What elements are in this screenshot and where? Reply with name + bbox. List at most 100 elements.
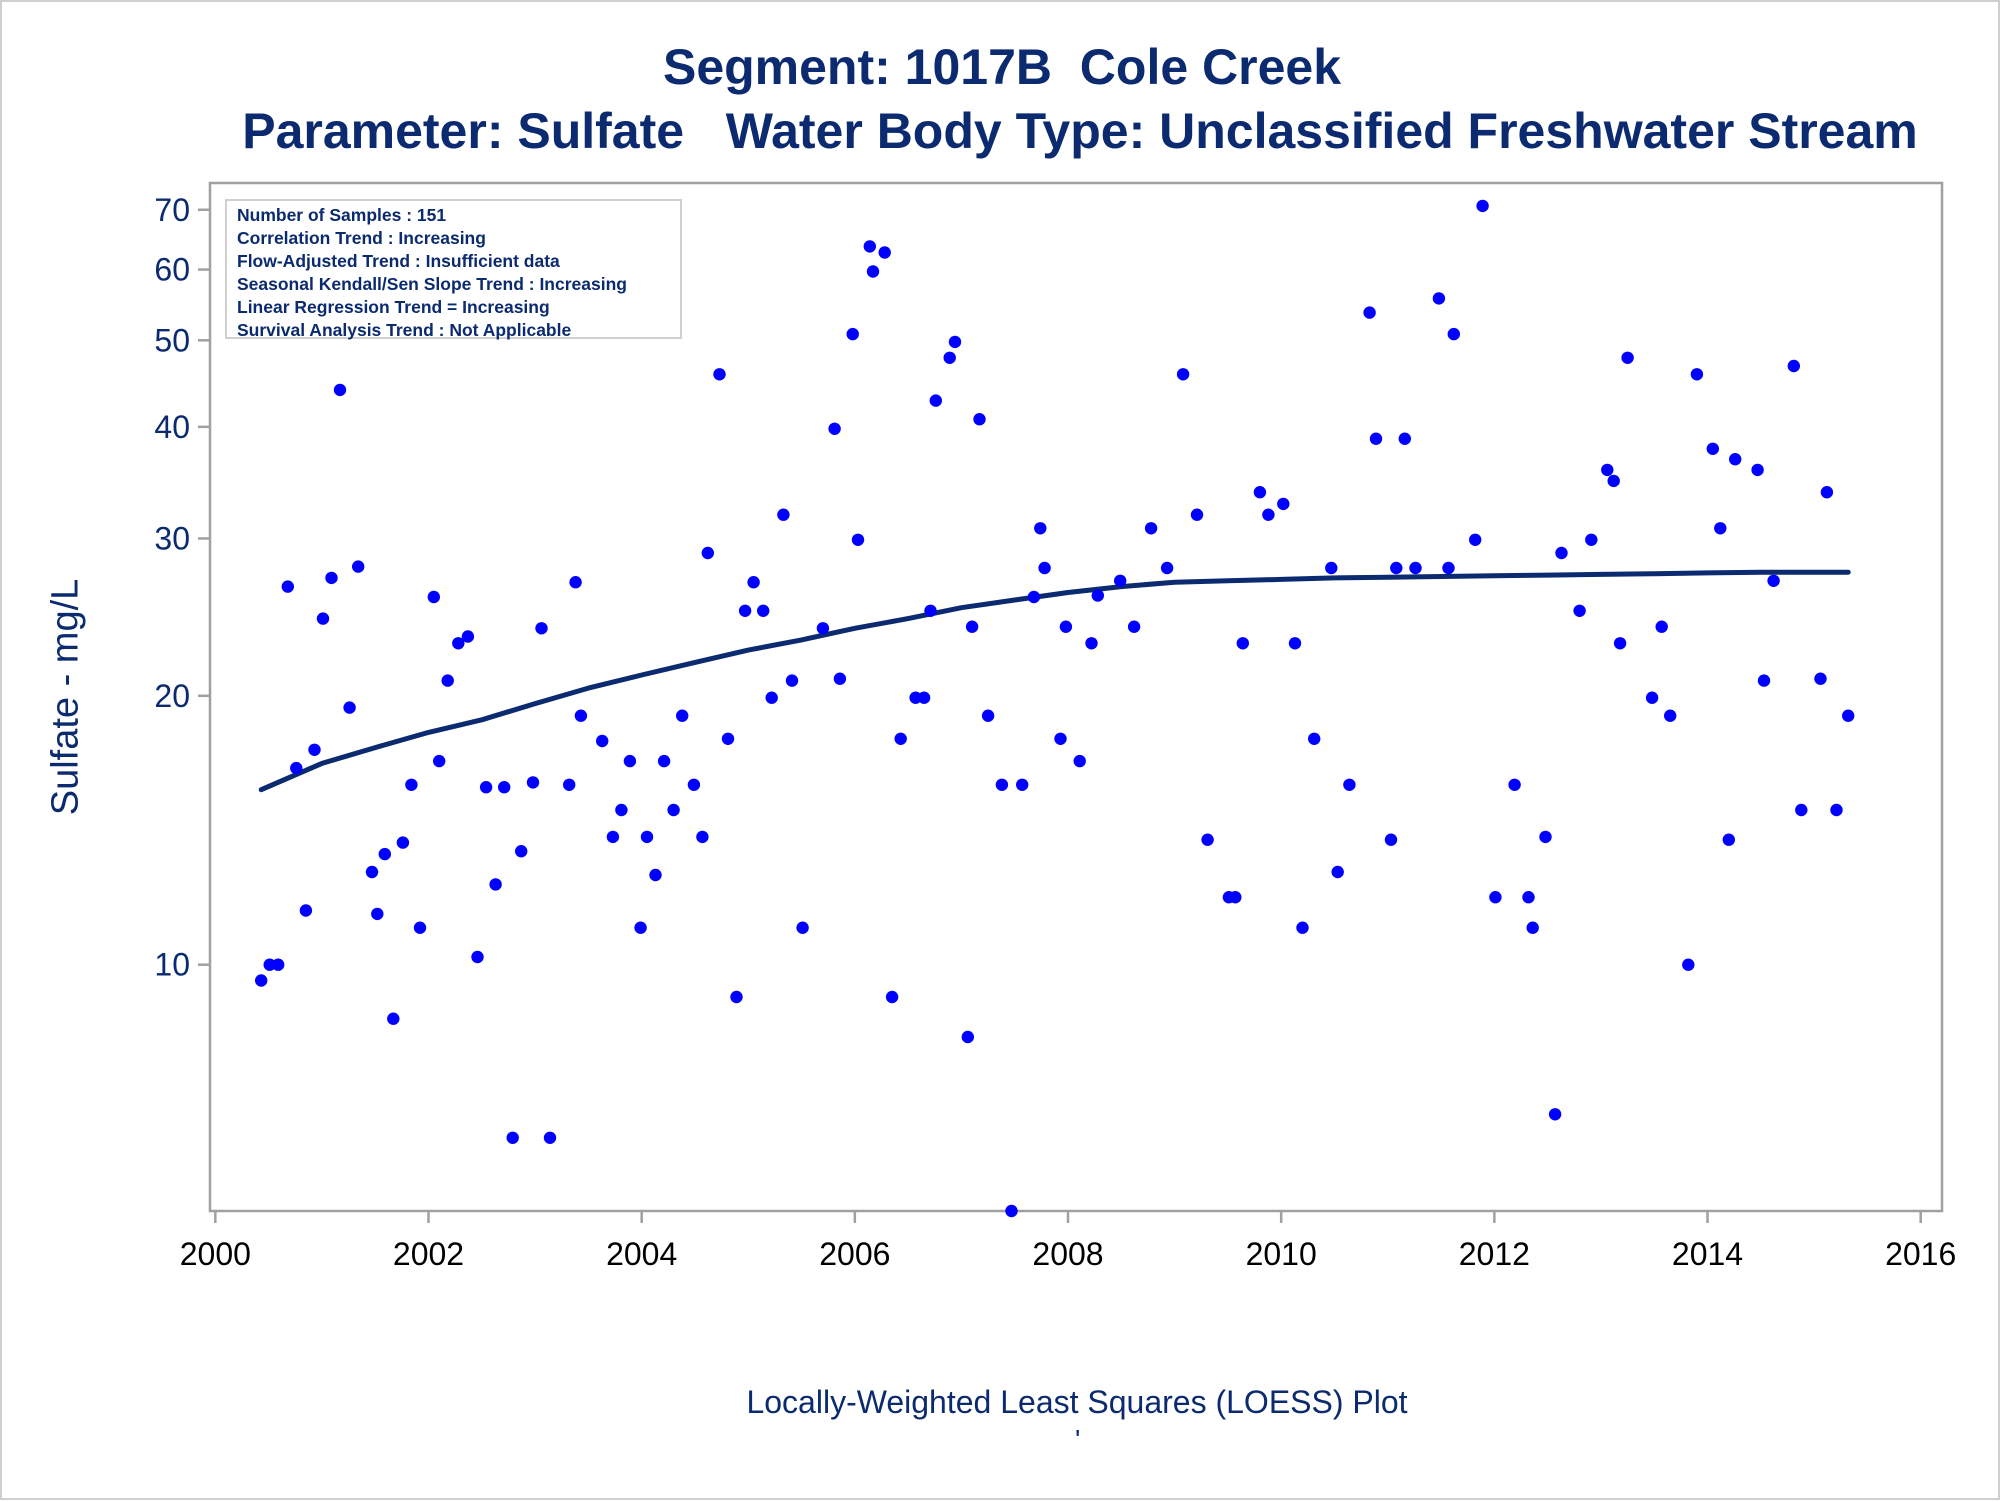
sample-point: [713, 368, 726, 381]
sample-point: [1469, 533, 1482, 546]
sample-point: [1325, 561, 1338, 575]
sample-point: [1059, 620, 1073, 633]
sample-point: [1236, 637, 1250, 650]
sample-point: [866, 265, 880, 278]
x-tick-label: 2008: [1032, 1236, 1103, 1272]
sample-point: [640, 830, 654, 844]
sample-point: [1767, 574, 1780, 587]
sample-point: [1757, 674, 1771, 687]
sample-point: [657, 754, 671, 768]
sample-point: [1390, 561, 1403, 575]
sample-point: [1729, 453, 1742, 466]
sample-point: [1655, 620, 1668, 633]
sample-point: [1573, 604, 1586, 617]
sample-point: [325, 571, 338, 585]
sample-point: [1409, 561, 1422, 575]
sample-point: [846, 327, 859, 341]
trend-statistics-box: Number of Samples : 151 Correlation Tren…: [225, 199, 682, 340]
sample-point: [498, 781, 511, 794]
sample-point: [1787, 359, 1801, 373]
sample-point: [929, 394, 942, 407]
sample-point: [634, 921, 647, 934]
sample-point: [299, 904, 313, 917]
sample-point: [371, 907, 384, 921]
x-tick-label: 2014: [1672, 1236, 1743, 1272]
sample-point: [574, 709, 588, 722]
sample-point: [696, 830, 709, 844]
sample-point: [290, 761, 303, 775]
sample-point: [1127, 620, 1141, 633]
sample-point: [1091, 589, 1105, 602]
sample-point: [1114, 574, 1127, 587]
loess-curve: [258, 569, 1851, 793]
sample-point: [785, 674, 799, 687]
sample-point: [596, 734, 609, 748]
sample-point: [427, 590, 440, 604]
sample-point: [1296, 921, 1309, 934]
sample-point: [343, 701, 356, 714]
sample-point: [506, 1131, 519, 1145]
sample-point: [405, 778, 418, 791]
sample-point: [535, 622, 548, 635]
sample-point: [1190, 508, 1204, 521]
sample-point: [701, 546, 714, 560]
sample-point: [1277, 497, 1290, 511]
sample-point: [526, 776, 540, 789]
sample-point: [676, 709, 689, 722]
sample-point: [1432, 292, 1446, 305]
y-tick-label: 40: [154, 409, 190, 445]
sample-point: [1073, 754, 1086, 768]
sample-point: [1508, 778, 1521, 791]
sample-point: [1038, 561, 1051, 575]
sample-point: [973, 413, 986, 426]
sample-point: [1607, 474, 1620, 488]
sample-point: [1398, 432, 1412, 445]
stat-sample-count: Number of Samples : 151: [237, 205, 447, 225]
sample-point: [1034, 522, 1047, 535]
sample-point: [828, 422, 841, 435]
sample-point: [765, 691, 778, 704]
sample-point: [387, 1012, 400, 1025]
x-tick-label: 2000: [180, 1236, 251, 1272]
sample-point: [396, 836, 410, 849]
sample-point: [1690, 368, 1704, 381]
sample-point: [1160, 561, 1174, 575]
sample-point: [489, 878, 502, 891]
y-tick-label: 70: [154, 192, 190, 228]
chart-subtitle: Parameter: Sulfate Water Body Type: Uncl…: [242, 103, 1918, 159]
sample-point: [1820, 486, 1834, 499]
sample-point: [1201, 833, 1214, 846]
sample-point: [909, 691, 922, 704]
sample-point: [777, 508, 790, 521]
sample-point: [1343, 778, 1356, 791]
sample-point: [1085, 637, 1098, 650]
sample-point: [1751, 463, 1764, 477]
sample-point: [995, 778, 1009, 791]
sample-point: [515, 845, 528, 858]
sample-point: [649, 868, 662, 882]
sample-point: [1664, 709, 1677, 722]
sample-point: [1369, 432, 1383, 445]
y-tick-label: 20: [154, 678, 190, 714]
stat-survival-analysis-trend: Survival Analysis Trend : Not Applicable: [237, 320, 572, 340]
sample-point: [721, 732, 735, 745]
stat-seasonal-kendall-trend: Seasonal Kendall/Sen Slope Trend : Incre…: [237, 274, 627, 294]
sample-point: [943, 351, 956, 364]
sample-point: [281, 580, 294, 593]
sample-point: [569, 576, 582, 589]
sample-point: [965, 620, 979, 633]
sample-point: [1229, 891, 1242, 904]
sample-point: [1539, 830, 1552, 844]
sample-point: [1005, 1204, 1018, 1218]
sample-point: [471, 950, 484, 964]
sample-point: [413, 921, 427, 934]
sample-point: [433, 754, 446, 768]
sample-point: [1262, 508, 1275, 521]
sample-point: [1288, 637, 1302, 650]
sample-point: [981, 709, 995, 722]
sample-point: [1842, 709, 1855, 722]
y-tick-label: 30: [154, 520, 190, 556]
sample-point: [1331, 865, 1344, 879]
